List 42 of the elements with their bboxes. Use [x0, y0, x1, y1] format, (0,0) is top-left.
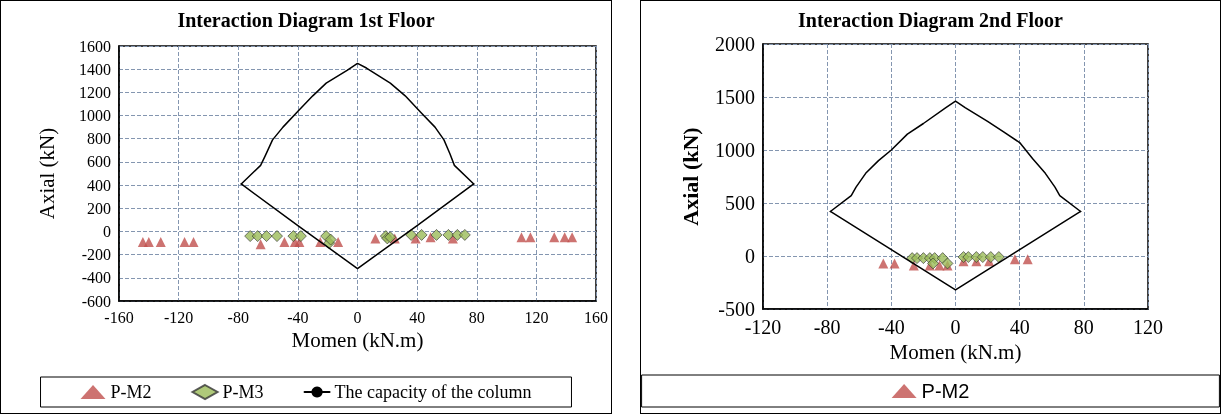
x-tick-label: 40: [1009, 316, 1030, 338]
x-tick-label: -120: [163, 308, 194, 326]
x-tick-label: -40: [878, 316, 905, 338]
x-tick-label: 120: [524, 308, 549, 326]
y-tick-label: 800: [87, 130, 111, 148]
y-tick-label: 1000: [715, 139, 755, 161]
x-tick-label: -80: [227, 308, 249, 326]
x-tick-label: 120: [1133, 316, 1163, 338]
y-tick-label: 400: [87, 176, 111, 194]
y-axis-title: Axial (kN): [677, 127, 703, 226]
legend-label: The capacity of the column: [334, 382, 532, 402]
y-tick-label: 1400: [79, 60, 111, 78]
x-tick-label: -80: [813, 316, 841, 338]
y-tick-label: 0: [745, 245, 755, 267]
x-axis-title: Momen (kN.m): [291, 328, 424, 353]
x-tick-label: 160: [584, 308, 608, 326]
x-axis-title: Momen (kN.m): [889, 340, 1022, 365]
y-tick-label: 2000: [715, 33, 755, 55]
legend-label: P-M2: [921, 380, 970, 402]
x-tick-label: -160: [104, 308, 134, 326]
y-tick-label: 500: [725, 192, 755, 214]
x-tick-label: -40: [287, 308, 309, 326]
y-tick-label: 1000: [79, 107, 111, 125]
y-tick-label: -600: [81, 292, 111, 310]
x-tick-label: 0: [353, 308, 362, 326]
x-tick-label: 40: [409, 308, 426, 326]
y-tick-label: 200: [87, 199, 111, 217]
legend-label: P-M2: [110, 382, 152, 402]
y-tick-label: 1500: [715, 86, 755, 108]
chart-title: Interaction Diagram 2nd Floor: [798, 9, 1064, 32]
y-axis-title: Axial (kN): [34, 127, 59, 220]
x-tick-label: 0: [950, 316, 961, 338]
y-tick-label: 0: [103, 222, 111, 240]
chart-title: Interaction Diagram 1st Floor: [177, 9, 435, 32]
y-tick-label: 1600: [79, 37, 111, 55]
y-tick-label: -200: [81, 246, 111, 264]
y-tick-label: 1200: [79, 83, 111, 101]
legend-label: P-M3: [222, 382, 264, 402]
x-tick-label: 80: [468, 308, 485, 326]
x-tick-label: 80: [1073, 316, 1094, 338]
y-tick-label: 600: [87, 153, 111, 171]
y-tick-label: -400: [81, 269, 111, 287]
